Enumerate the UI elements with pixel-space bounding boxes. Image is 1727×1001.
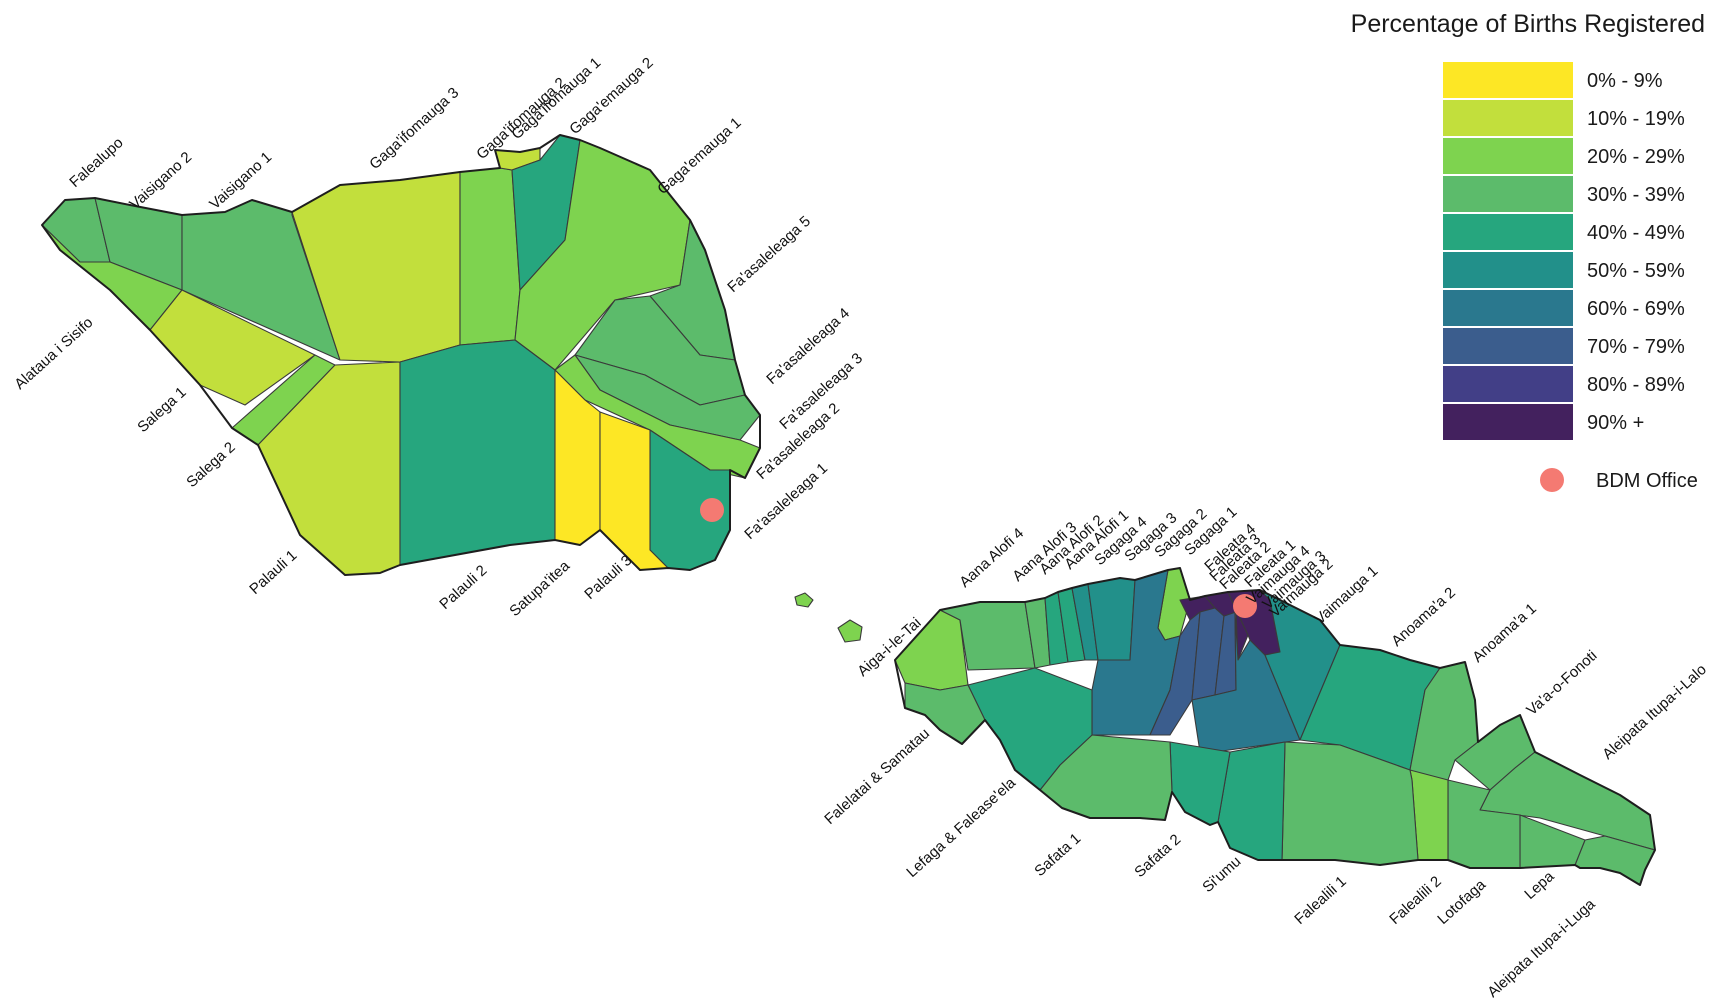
savaii-island <box>41 134 761 576</box>
label-siumu: Si'umu <box>1199 853 1244 896</box>
label-palauli-2: Palauli 2 <box>436 562 490 613</box>
region-gagaifomauga-2[interactable] <box>459 167 521 346</box>
label-gagaemauga-1: Gaga'emauga 1 <box>654 114 744 198</box>
legend: Percentage of Births Registered 0% - 9% 1… <box>1351 10 1705 492</box>
legend-class-label: 70% - 79% <box>1587 336 1685 358</box>
label-lepa: Lepa <box>1521 868 1558 903</box>
legend-swatch <box>1443 62 1573 98</box>
label-salega-1: Salega 1 <box>134 384 189 436</box>
island-apolima[interactable] <box>794 592 814 608</box>
legend-class-label: 50% - 59% <box>1587 260 1685 282</box>
label-vaa-o-fonoti: Va'a-o-Fonoti <box>1523 647 1600 719</box>
legend-swatch <box>1443 366 1573 402</box>
label-palauli-3: Palauli 3 <box>581 552 635 603</box>
legend-class-label: 0% - 9% <box>1587 70 1663 92</box>
legend-class-label: 80% - 89% <box>1587 374 1685 396</box>
label-anoamaa-1: Anoama'a 1 <box>1469 600 1540 666</box>
island-manono[interactable] <box>837 619 863 643</box>
legend-swatch <box>1443 100 1573 136</box>
legend-class-label: 20% - 29% <box>1587 146 1685 168</box>
legend-title: Percentage of Births Registered <box>1351 10 1705 38</box>
bdm-office-marker-apia[interactable] <box>1233 594 1257 618</box>
legend-swatch <box>1443 290 1573 326</box>
label-gagaifomauga-1: Gaga'ifomauga 1 <box>508 54 604 143</box>
upolu-coastline <box>894 567 1656 886</box>
legend-class-label: 60% - 69% <box>1587 298 1685 320</box>
legend-swatch <box>1443 138 1573 174</box>
legend-class-label: 40% - 49% <box>1587 222 1685 244</box>
label-aleipata-lalo: Aleipata Itupa-i-Lalo <box>1599 661 1710 763</box>
label-safata-2: Safata 2 <box>1131 831 1184 881</box>
region-palauli-2[interactable] <box>399 339 556 566</box>
legend-classes: 0% - 9% 10% - 19% 20% - 29% 30% - 39% 40% - … <box>1443 62 1685 440</box>
label-safata-1: Safata 1 <box>1031 830 1084 880</box>
label-falelatai: Falelatai & Samatau <box>821 725 933 828</box>
bdm-office-marker-savaii[interactable] <box>700 498 724 522</box>
region-faleata-3[interactable] <box>1149 611 1201 736</box>
label-salega-2: Salega 2 <box>183 439 238 491</box>
legend-class-label: 30% - 39% <box>1587 184 1685 206</box>
label-alataua: Alataua i Sisifo <box>11 314 96 393</box>
upolu-island <box>794 567 1656 886</box>
legend-class-label: 10% - 19% <box>1587 108 1685 130</box>
legend-class-label: 90% + <box>1587 412 1644 434</box>
label-satupaitea: Satupa'itea <box>506 557 573 620</box>
legend-swatch <box>1443 404 1573 440</box>
label-falealili-1: Falealili 1 <box>1291 873 1349 928</box>
label-palauli-1: Palauli 1 <box>246 547 300 598</box>
legend-swatch <box>1443 252 1573 288</box>
label-lefaga: Lefaga & Falease'ela <box>903 774 1019 881</box>
legend-swatch <box>1443 328 1573 364</box>
savaii-coastline <box>41 134 761 576</box>
label-vaisigano-2: Vaisigano 2 <box>126 149 195 213</box>
label-gagaifomauga-3: Gaga'ifomauga 3 <box>366 84 462 173</box>
legend-bdm-office-label: BDM Office <box>1596 470 1698 492</box>
label-anoamaa-2: Anoama'a 2 <box>1388 584 1459 650</box>
label-aleipata-luga: Aleipata Itupa-i-Luga <box>1484 895 1599 1001</box>
label-falealupo: Falealupo <box>66 134 126 191</box>
label-faasaleleaga-5: Fa'asaleleaga 5 <box>724 213 814 296</box>
legend-swatch <box>1443 176 1573 212</box>
legend-swatch <box>1443 214 1573 250</box>
legend-bdm-office-marker <box>1540 468 1564 492</box>
label-falealili-2: Falealili 2 <box>1386 873 1444 928</box>
